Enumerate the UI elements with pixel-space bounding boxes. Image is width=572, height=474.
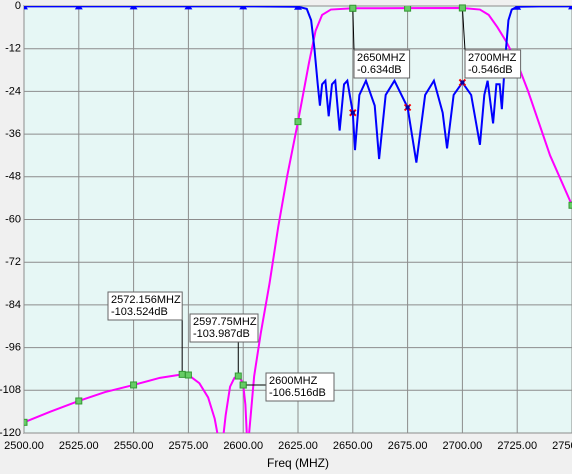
x-tick-label: 2625.00 <box>278 440 318 452</box>
annotation-point <box>239 381 247 389</box>
x-tick-label: 2675.00 <box>388 440 428 452</box>
y-tick-label: -108 <box>0 384 21 396</box>
annotation-point <box>458 4 466 12</box>
point-marker <box>184 371 192 379</box>
x-tick-label: 2550.00 <box>114 440 154 452</box>
point-marker <box>294 6 302 10</box>
x-tick-label: 2575.00 <box>169 440 209 452</box>
point-marker <box>460 80 465 85</box>
y-tick-label: -60 <box>5 213 21 225</box>
x-tick-label: 2600.00 <box>223 440 263 452</box>
x-tick-label: 2500.00 <box>4 440 44 452</box>
callout: 2650MHZ-0.634dB <box>349 4 411 79</box>
series-line <box>24 6 572 163</box>
callout-text: -103.987dB <box>193 328 250 340</box>
callout-text: -106.516dB <box>269 387 326 399</box>
annotation-point <box>234 372 242 380</box>
annotation-point <box>178 370 186 378</box>
y-tick-label: 0 <box>15 0 21 12</box>
callout: 2597.75MHZ-103.987dB <box>189 313 259 380</box>
point-marker <box>129 6 138 10</box>
callout-box <box>107 291 183 321</box>
callout: 2700MHZ-0.546dB <box>458 4 522 79</box>
callout-text: -0.546dB <box>468 64 513 76</box>
callout-text: 2597.75MHZ <box>193 316 257 328</box>
point-marker <box>405 105 410 110</box>
point-marker <box>404 6 412 12</box>
y-tick-label: -96 <box>5 342 21 354</box>
x-tick-label: 2525.00 <box>59 440 99 452</box>
callout-text: 2600MHZ <box>269 375 318 387</box>
callout-text: 2700MHZ <box>468 52 517 64</box>
x-tick-label: 2700.00 <box>443 440 483 452</box>
x-tick-label: 2725.00 <box>497 440 537 452</box>
point-marker <box>75 397 83 405</box>
y-tick-label: -120 <box>0 427 21 439</box>
point-marker <box>239 6 248 10</box>
callout-box <box>353 49 411 79</box>
point-marker <box>74 6 83 10</box>
point-marker <box>184 6 193 10</box>
callout: 2600MHZ-106.516dB <box>239 372 335 402</box>
y-tick-label: -24 <box>5 85 21 97</box>
y-tick-label: -12 <box>5 43 21 55</box>
callout-box <box>464 49 522 79</box>
point-marker <box>350 110 355 115</box>
labels: 2500.00 2525.00 2550.00 2575.00 2600.00 2625.… <box>0 0 572 452</box>
y-tick-label: -36 <box>5 128 21 140</box>
point-marker <box>568 6 572 10</box>
callout-box <box>189 313 259 343</box>
point-marker <box>568 201 572 209</box>
point-marker <box>24 6 28 10</box>
callout-text: 2650MHZ <box>357 52 406 64</box>
point-marker <box>513 6 522 10</box>
callout-text: -103.524dB <box>111 306 168 318</box>
x-tick-label: 2650.00 <box>333 440 373 452</box>
point-marker <box>294 118 302 126</box>
point-marker <box>130 381 138 389</box>
y-tick-label: -84 <box>5 299 21 311</box>
callout: 2572.156MHZ-103.524dB <box>107 291 186 378</box>
callout-box <box>265 372 335 402</box>
callout-text: -0.634dB <box>357 64 402 76</box>
annotation-point <box>349 4 357 12</box>
y-tick-label: -72 <box>5 256 21 268</box>
callout-leader <box>352 8 355 51</box>
point-marker <box>24 418 28 426</box>
x-axis-title: Freq (MHZ) <box>267 456 329 470</box>
callout-leader <box>461 7 466 51</box>
y-tick-label: -48 <box>5 171 21 183</box>
callout-text: 2572.156MHZ <box>111 294 181 306</box>
